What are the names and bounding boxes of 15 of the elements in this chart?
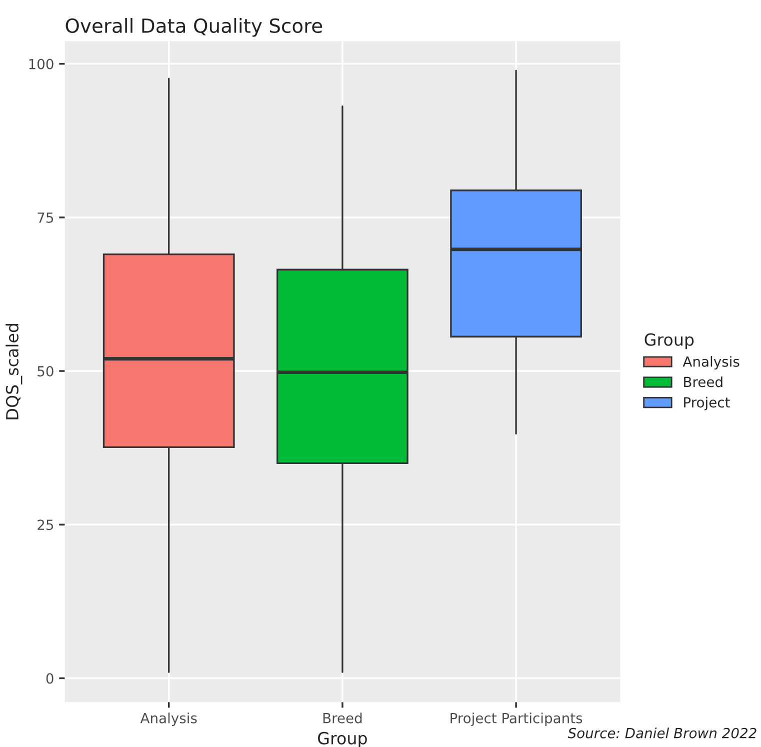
- y-tick-label: 0: [46, 673, 54, 684]
- legend-label: Project: [684, 396, 730, 410]
- source-note: Source: Daniel Brown 2022: [568, 728, 756, 738]
- y-tick-label: 25: [38, 520, 54, 530]
- chart-title: Overall Data Quality Score: [66, 18, 322, 37]
- legend-label: Analysis: [682, 356, 740, 370]
- y-tick-label: 50: [38, 366, 54, 376]
- x-tick-label: Analysis: [140, 712, 197, 726]
- x-tick-label: Breed: [323, 712, 362, 724]
- y-tick-label: 75: [38, 212, 54, 223]
- y-tick-label: 100: [29, 58, 54, 70]
- legend-title: Group: [644, 333, 694, 350]
- x-tick-label: Project Participants: [450, 712, 582, 726]
- legend-label: Breed: [684, 376, 722, 388]
- y-axis-title: DQS_scaled: [6, 324, 22, 420]
